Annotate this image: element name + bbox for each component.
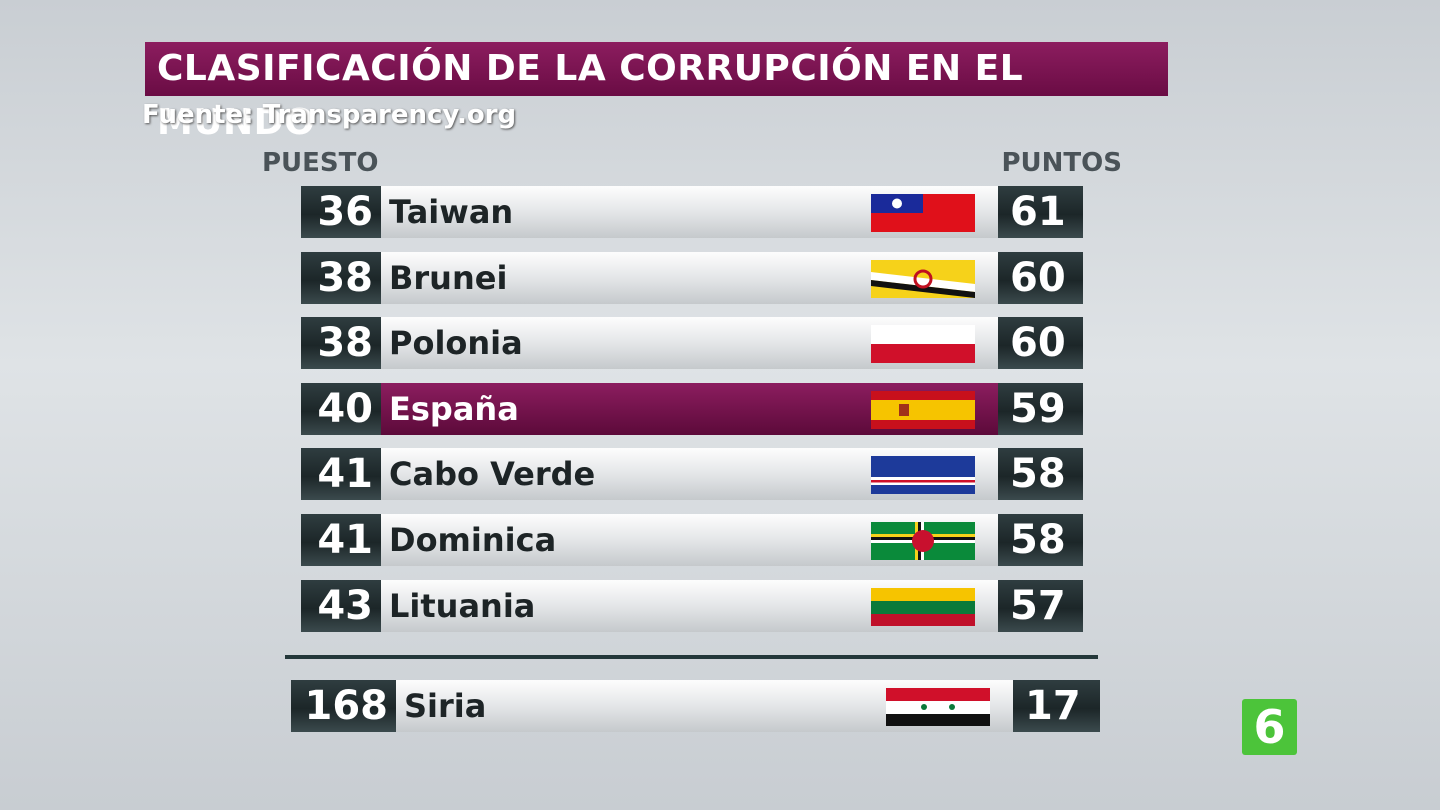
rank: 38	[301, 317, 381, 370]
column-header: PUNTOS	[1001, 148, 1123, 178]
country: Dominica	[381, 514, 998, 566]
country: Polonia	[381, 317, 998, 370]
country: España	[381, 382, 998, 435]
country: Cabo Verde	[381, 448, 998, 501]
rank: 43	[301, 579, 381, 632]
table-row: 38 Brunei 60	[301, 251, 1083, 304]
score: 17	[1013, 680, 1100, 732]
flag	[871, 194, 975, 232]
flag	[871, 587, 975, 626]
score: 58	[998, 448, 1083, 501]
title-bar: CLASIFICACIÓN DE LA CORRUPCIÓN EN EL MUN…	[145, 42, 1168, 143]
flag	[886, 688, 990, 726]
separator	[285, 655, 1098, 659]
column-header: PUESTO	[262, 148, 379, 178]
country: Brunei	[381, 251, 998, 304]
rank: 38	[301, 251, 381, 304]
rank: 36	[301, 186, 381, 238]
score: 59	[998, 382, 1083, 435]
rank: 168	[291, 680, 396, 732]
table-row: 38 Polonia 60	[301, 317, 1083, 370]
table-row: 41 Cabo Verde 58	[301, 448, 1083, 501]
score: 61	[998, 186, 1083, 238]
flag	[871, 522, 975, 560]
table-row: 36 Taiwan 61	[301, 186, 1083, 238]
rank: 41	[301, 514, 381, 566]
table-row: 41 Dominica 58	[301, 514, 1083, 566]
rank: 41	[301, 448, 381, 501]
country: Lituania	[381, 579, 998, 632]
flag	[871, 390, 975, 429]
source: Fuente: Transparency.org	[142, 100, 517, 130]
rank: 40	[301, 382, 381, 435]
score: 60	[998, 317, 1083, 370]
score: 60	[998, 251, 1083, 304]
flag	[871, 456, 975, 495]
table-row: 43 Lituania 57	[301, 579, 1083, 632]
score: 58	[998, 514, 1083, 566]
score: 57	[998, 579, 1083, 632]
flag	[871, 325, 975, 364]
table-row: 40 España 59	[301, 382, 1083, 435]
flag	[871, 259, 975, 298]
table-row: 168 Siria 17	[291, 680, 1100, 732]
logo: 6	[1242, 699, 1297, 755]
country: Taiwan	[381, 186, 998, 238]
country: Siria	[396, 680, 1013, 732]
